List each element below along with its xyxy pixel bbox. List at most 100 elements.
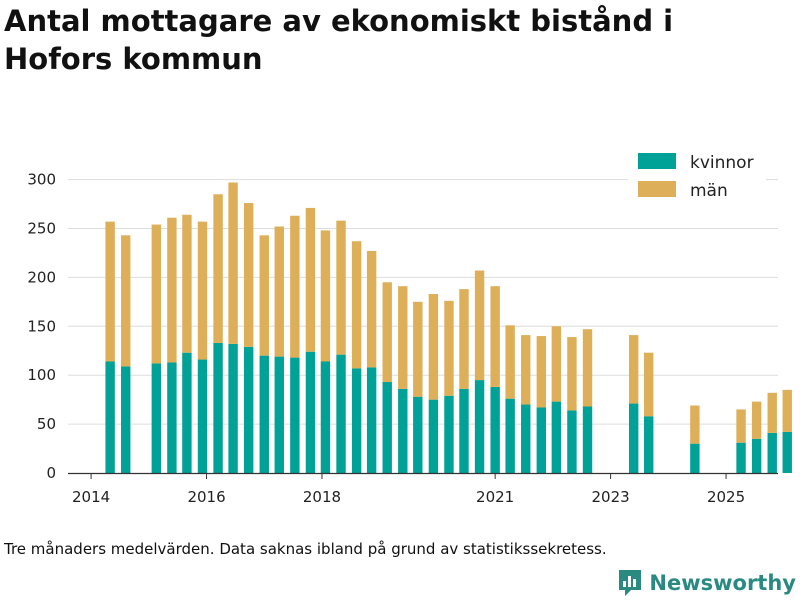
- bar-man: [751, 401, 762, 439]
- bar-man: [274, 226, 284, 357]
- chart-title: Antal mottagare av ekonomiskt bistånd i …: [4, 4, 674, 76]
- x-tick-label: 2018: [303, 488, 341, 506]
- bar-kvinnor: [413, 396, 423, 473]
- bar-kvinnor: [305, 351, 316, 473]
- stacked-bar-chart: 0 50 100 150 200 250 300 2014 2016 2018 2021 2023 20…: [27, 146, 792, 506]
- legend-label-kvinnor: kvinnor: [690, 153, 754, 173]
- bar-chart-logo-icon: [619, 570, 642, 596]
- bar-man: [782, 389, 792, 432]
- bar-kvinnor: [336, 354, 346, 473]
- bar-man: [690, 405, 700, 444]
- bar-man: [582, 329, 593, 407]
- bar-kvinnor: [366, 367, 377, 473]
- y-tick-label: 0: [46, 464, 56, 482]
- bar-kvinnor: [582, 406, 593, 473]
- bar-kvinnor: [490, 386, 500, 473]
- bar-kvinnor: [320, 361, 331, 473]
- bar-man: [290, 215, 300, 358]
- bar-kvinnor: [274, 356, 284, 473]
- bar-kvinnor: [521, 404, 531, 473]
- bar-man: [105, 221, 115, 362]
- bar-man: [213, 194, 223, 343]
- y-tick-label: 150: [27, 317, 56, 335]
- bar-kvinnor: [567, 410, 577, 473]
- bar-man: [305, 207, 316, 352]
- bar-kvinnor: [121, 366, 131, 473]
- axes: 0 50 100 150 200 250 300 2014 2016 2018 2021 2023 20…: [27, 171, 778, 506]
- bar-kvinnor: [351, 368, 362, 473]
- bar-man: [151, 224, 162, 364]
- bar-kvinnor: [782, 431, 792, 473]
- brand-logo[interactable]: Newsworthy: [617, 567, 796, 599]
- x-tick-label: 2014: [72, 488, 110, 506]
- x-tick-label: 2025: [707, 488, 745, 506]
- legend-swatch-kvinnor: [638, 153, 676, 169]
- bar-kvinnor: [643, 416, 654, 473]
- bar-man: [551, 326, 562, 402]
- bar-kvinnor: [505, 398, 515, 473]
- bars: [105, 182, 792, 473]
- bar-man: [320, 230, 331, 362]
- bar-man: [398, 286, 408, 389]
- bar-kvinnor: [167, 362, 177, 473]
- bar-kvinnor: [459, 388, 469, 473]
- bar-man: [536, 336, 547, 408]
- bar-man: [351, 241, 362, 369]
- bar-kvinnor: [213, 342, 223, 473]
- bar-man: [259, 235, 269, 356]
- bar-kvinnor: [105, 361, 115, 473]
- legend-label-man: män: [690, 181, 728, 201]
- bar-man: [490, 286, 500, 387]
- legend: kvinnor män: [628, 146, 766, 206]
- bar-kvinnor: [551, 401, 562, 473]
- bar-kvinnor: [290, 357, 300, 473]
- bar-kvinnor: [182, 352, 192, 473]
- bar-man: [505, 325, 515, 399]
- bar-kvinnor: [151, 363, 162, 473]
- bar-man: [228, 182, 238, 344]
- bar-kvinnor: [767, 432, 777, 473]
- bar-man: [521, 335, 531, 405]
- bar-kvinnor: [690, 443, 700, 473]
- bar-man: [628, 335, 639, 404]
- x-tick-label: 2016: [187, 488, 225, 506]
- bar-kvinnor: [197, 359, 208, 473]
- x-tick-label: 2021: [476, 488, 514, 506]
- bar-man: [243, 203, 254, 347]
- y-tick-label: 200: [27, 268, 56, 286]
- bar-kvinnor: [259, 355, 269, 473]
- bar-kvinnor: [382, 382, 392, 473]
- bar-man: [167, 217, 177, 363]
- bar-man: [413, 301, 423, 397]
- y-tick-label: 50: [37, 415, 56, 433]
- bar-man: [767, 392, 777, 433]
- bar-kvinnor: [751, 438, 762, 473]
- bar-man: [444, 300, 454, 396]
- bar-kvinnor: [398, 388, 408, 473]
- brand-name: Newsworthy: [649, 571, 796, 595]
- bar-kvinnor: [736, 442, 746, 473]
- y-tick-label: 250: [27, 219, 56, 237]
- bar-kvinnor: [536, 407, 547, 473]
- bar-man: [459, 289, 469, 389]
- x-tick-label: 2023: [592, 488, 630, 506]
- bar-man: [643, 352, 654, 417]
- bar-kvinnor: [243, 346, 254, 473]
- y-tick-label: 100: [27, 366, 56, 384]
- bar-kvinnor: [428, 399, 439, 473]
- bar-kvinnor: [228, 343, 238, 473]
- bar-man: [736, 409, 746, 443]
- bar-man: [336, 220, 346, 355]
- bar-man: [121, 235, 131, 367]
- bar-man: [428, 294, 439, 400]
- y-tick-label: 300: [27, 171, 56, 189]
- bar-kvinnor: [628, 403, 639, 473]
- legend-swatch-man: [638, 181, 676, 197]
- bar-man: [366, 250, 377, 368]
- bar-man: [382, 282, 392, 383]
- chart-caption: Tre månaders medelvärden. Data saknas ib…: [4, 540, 607, 558]
- bar-man: [474, 270, 485, 381]
- bar-kvinnor: [444, 395, 454, 473]
- bar-kvinnor: [474, 380, 485, 473]
- bar-man: [197, 221, 208, 360]
